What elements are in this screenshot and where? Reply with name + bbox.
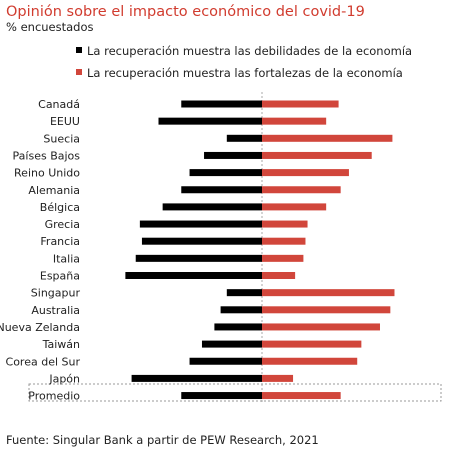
bar-debilidades-reino-unido [189, 169, 262, 177]
category-label-australia: Australia [31, 304, 80, 317]
category-label-espana: España [40, 270, 80, 283]
category-labels: Canadá EEUU Suecia Países Bajos Reino Unido A… [0, 98, 80, 403]
chart-subtitle: % encuestados [6, 20, 94, 34]
bar-fortalezas-italia [262, 254, 304, 262]
bar-fortalezas-taiwan [262, 340, 362, 348]
bar-debilidades-belgica [162, 203, 262, 211]
legend-swatch-debilidades [76, 47, 82, 53]
category-label-corea-del-sur: Corea del Sur [6, 355, 81, 368]
category-label-singapur: Singapur [31, 287, 81, 300]
bar-debilidades-eeuu [158, 117, 262, 125]
bar-fortalezas-espana [262, 272, 296, 279]
bar-debilidades-singapur [226, 289, 262, 297]
category-label-promedio: Promedio [28, 390, 80, 403]
bar-fortalezas-belgica [262, 203, 327, 211]
category-label-paises-bajos: Países Bajos [13, 149, 81, 162]
category-label-eeuu: EEUU [50, 115, 80, 128]
bar-debilidades-promedio [181, 392, 262, 400]
category-label-belgica: Bélgica [40, 201, 80, 214]
bar-fortalezas-alemania [262, 186, 341, 194]
category-label-francia: Francia [40, 235, 80, 248]
bar-fortalezas-francia [262, 237, 306, 245]
bar-debilidades-corea-del-sur [189, 357, 262, 365]
bar-debilidades-taiwan [201, 340, 262, 348]
category-label-alemania: Alemania [28, 184, 80, 197]
bar-fortalezas-canada [262, 100, 339, 108]
legend-label-fortalezas: La recuperación muestra las fortalezas d… [87, 66, 403, 80]
bar-fortalezas-suecia [262, 134, 393, 142]
category-label-grecia: Grecia [45, 218, 80, 231]
category-label-suecia: Suecia [43, 132, 80, 145]
bar-debilidades-japon [131, 374, 262, 382]
bar-debilidades-australia [220, 306, 262, 314]
bar-debilidades-francia [141, 237, 262, 245]
category-label-reino-unido: Reino Unido [14, 167, 80, 180]
category-label-italia: Italia [53, 252, 80, 265]
bar-debilidades-italia [135, 254, 262, 262]
bar-debilidades-paises-bajos [204, 151, 262, 159]
bars [125, 100, 395, 400]
promedio-highlight-box [28, 383, 442, 402]
bar-fortalezas-grecia [262, 220, 308, 228]
bar-fortalezas-promedio [262, 392, 341, 400]
bar-debilidades-grecia [139, 220, 262, 228]
bar-fortalezas-corea-del-sur [262, 357, 358, 365]
category-label-nueva-zelanda: Nueva Zelanda [0, 321, 80, 334]
bar-debilidades-canada [181, 100, 262, 108]
bar-fortalezas-reino-unido [262, 169, 349, 177]
bar-debilidades-espana [125, 272, 262, 279]
chart-title: Opinión sobre el impacto económico del c… [6, 4, 365, 20]
bar-fortalezas-singapur [262, 289, 395, 297]
legend-swatch-fortalezas [76, 69, 82, 75]
category-label-taiwan: Taiwán [42, 338, 80, 351]
bar-debilidades-suecia [226, 134, 262, 142]
bar-debilidades-nueva-zelanda [214, 323, 262, 331]
legend: La recuperación muestra las debilidades … [76, 44, 412, 80]
bar-fortalezas-japon [262, 374, 294, 382]
category-label-canada: Canadá [38, 98, 80, 111]
category-label-japon: Japón [48, 372, 80, 385]
legend-label-debilidades: La recuperación muestra las debilidades … [87, 44, 412, 58]
bar-fortalezas-paises-bajos [262, 151, 372, 159]
chart-source: Fuente: Singular Bank a partir de PEW Re… [6, 433, 319, 447]
bar-fortalezas-australia [262, 306, 391, 314]
bar-debilidades-alemania [181, 186, 262, 194]
bar-fortalezas-nueva-zelanda [262, 323, 380, 331]
bar-fortalezas-eeuu [262, 117, 327, 125]
